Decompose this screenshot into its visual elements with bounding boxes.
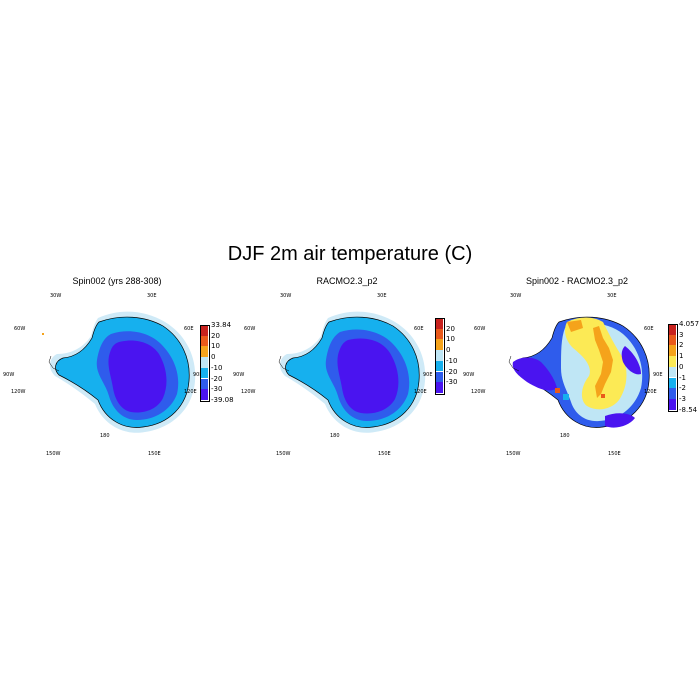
map-warm-spot: [42, 333, 44, 335]
colorbar-label: -30: [446, 378, 457, 386]
lon-label: 90E: [653, 372, 663, 378]
lon-label: 90E: [423, 372, 433, 378]
lon-label: 60E: [644, 326, 654, 332]
map-warm-cell: [601, 394, 605, 398]
colorbar-label: 2: [679, 341, 683, 349]
lon-label: 30W: [280, 293, 291, 299]
colorbar-label: 10: [211, 342, 220, 350]
colorbar-label: -10: [211, 364, 222, 372]
colorbar-label: 3: [679, 331, 683, 339]
lon-label: 60E: [414, 326, 424, 332]
colorbar-frame: [200, 325, 210, 402]
lon-label: 30W: [50, 293, 61, 299]
colorbar-label: 10: [446, 335, 455, 343]
lon-label: 150W: [506, 451, 521, 457]
lon-label: 30E: [377, 293, 387, 299]
antarctica-map: [25, 276, 225, 456]
lon-label: 120E: [184, 389, 197, 395]
colorbar-label: -20: [211, 375, 222, 383]
lon-label: 120E: [414, 389, 427, 395]
lon-label: 120E: [644, 389, 657, 395]
lon-label: 120W: [241, 389, 256, 395]
lon-label: 150E: [148, 451, 161, 457]
lon-label: 60W: [474, 326, 485, 332]
colorbar-label: -10: [446, 357, 457, 365]
colorbar-label: -30: [211, 385, 222, 393]
colorbar-label: 0: [211, 353, 215, 361]
map-warm-cell: [555, 388, 560, 393]
colorbar-label: -20: [446, 368, 457, 376]
colorbar-label: 33.84: [211, 321, 231, 329]
antarctica-map: [485, 276, 685, 456]
lon-label: 60W: [244, 326, 255, 332]
lon-label: 60E: [184, 326, 194, 332]
colorbar-frame: [435, 318, 445, 395]
colorbar-label: -1: [679, 374, 686, 382]
map-cold-cell: [563, 394, 569, 400]
colorbar-frame: [668, 324, 678, 412]
colorbar-label: 4.057: [679, 320, 699, 328]
panel-difference: Spin002 - RACMO2.3_p2 30W 30E 60W 60E 90…: [485, 276, 695, 456]
lon-label: 150E: [608, 451, 621, 457]
colorbar-label: -8.54: [679, 406, 697, 414]
colorbar-label: -3: [679, 395, 686, 403]
colorbar-label: 20: [211, 332, 220, 340]
lon-label: 150E: [378, 451, 391, 457]
lon-label: 180: [330, 433, 340, 439]
figure-title: DJF 2m air temperature (C): [0, 243, 700, 266]
colorbar-label: -2: [679, 384, 686, 392]
colorbar-label: 1: [679, 352, 683, 360]
panel-racmo: RACMO2.3_p2 30W 30E 60W 60E 90W 90E 120W…: [255, 276, 465, 456]
lon-label: 150W: [276, 451, 291, 457]
colorbar-label: 20: [446, 325, 455, 333]
lon-label: 30E: [607, 293, 617, 299]
colorbar-label: 0: [446, 346, 450, 354]
map-south-cold: [605, 413, 635, 427]
lon-label: 120W: [11, 389, 26, 395]
lon-label: 90W: [233, 372, 244, 378]
lon-label: 90W: [3, 372, 14, 378]
colorbar: 33.84 20 10 0 -10 -20 -30 -39.08: [200, 325, 240, 400]
antarctica-map: [255, 276, 455, 456]
lon-label: 30E: [147, 293, 157, 299]
colorbar: 20 10 0 -10 -20 -30: [435, 318, 475, 393]
lon-label: 90W: [463, 372, 474, 378]
lon-label: 120W: [471, 389, 486, 395]
lon-label: 60W: [14, 326, 25, 332]
lon-label: 180: [560, 433, 570, 439]
lon-label: 150W: [46, 451, 61, 457]
colorbar-label: 0: [679, 363, 683, 371]
lon-label: 180: [100, 433, 110, 439]
colorbar: 4.057 3 2 1 0 -1 -2 -3 -8.54: [668, 324, 700, 410]
panel-spin002: Spin002 (yrs 288-308) 30W 30E 60W 60E 90…: [25, 276, 235, 456]
colorbar-label: -39.08: [211, 396, 234, 404]
lon-label: 30W: [510, 293, 521, 299]
